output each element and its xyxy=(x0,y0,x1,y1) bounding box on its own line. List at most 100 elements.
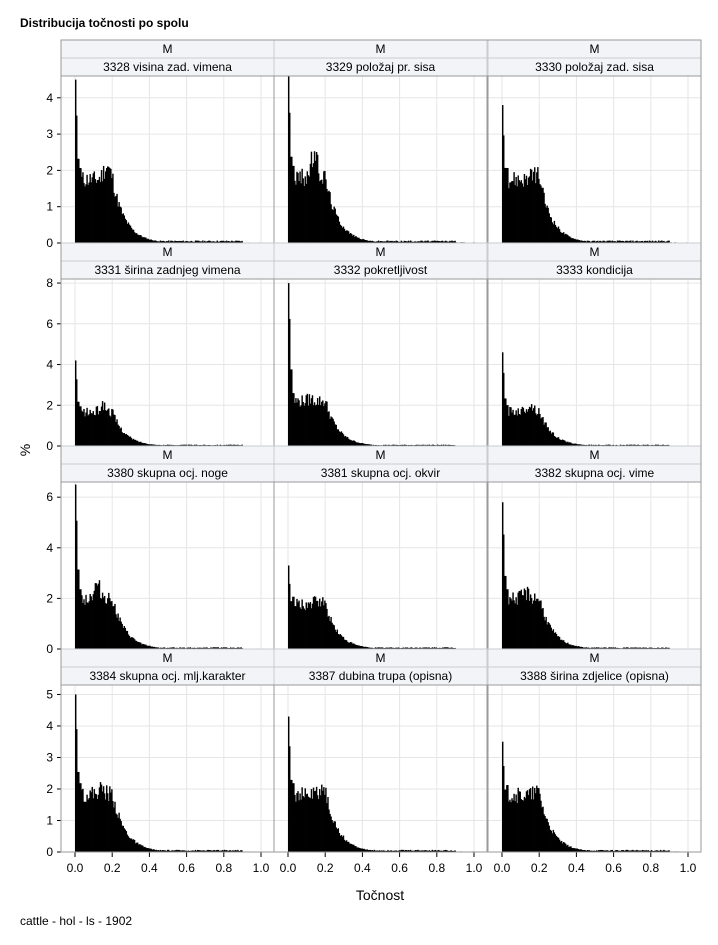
histogram-bar xyxy=(361,442,363,446)
histogram-bar xyxy=(130,838,133,852)
histogram-bar xyxy=(301,787,303,852)
histogram-bar xyxy=(424,850,426,852)
histogram-bar xyxy=(300,609,302,649)
histogram-bar xyxy=(288,76,290,243)
histogram-bar xyxy=(651,647,654,649)
histogram-bar xyxy=(453,241,455,243)
histogram-bar xyxy=(350,843,352,852)
histogram-bar xyxy=(310,608,313,649)
histogram-bar xyxy=(387,647,389,649)
histogram-bar xyxy=(376,647,379,649)
histogram-bar xyxy=(619,444,622,446)
histogram-bar xyxy=(353,643,355,649)
histogram-bar xyxy=(143,443,145,446)
histogram-bar xyxy=(316,154,319,243)
histogram-bar xyxy=(99,782,102,852)
histogram-bar xyxy=(665,647,667,649)
histogram-bar xyxy=(206,850,208,852)
histogram-bar xyxy=(514,414,516,446)
histogram-bar xyxy=(238,240,240,243)
histogram-bar xyxy=(203,241,205,243)
panel-sex-label: M xyxy=(590,651,600,665)
histogram-bar xyxy=(176,849,178,852)
histogram-bar xyxy=(210,850,212,852)
histogram-bar xyxy=(365,444,367,446)
histogram-bar xyxy=(416,850,418,852)
histogram-bar xyxy=(224,647,227,649)
histogram-bar xyxy=(381,850,383,852)
histogram-bar xyxy=(357,442,359,446)
histogram-bar xyxy=(98,580,101,649)
histogram-bar xyxy=(317,404,320,446)
histogram-bar xyxy=(92,798,94,852)
histogram-bar xyxy=(100,784,103,852)
histogram-bar xyxy=(514,185,516,243)
histogram-bar xyxy=(233,647,235,649)
histogram-bar xyxy=(155,240,158,243)
histogram-bar xyxy=(194,849,197,852)
histogram-bar xyxy=(309,163,312,243)
histogram-bar xyxy=(179,647,181,649)
histogram-bar xyxy=(77,158,79,243)
histogram-bar xyxy=(517,787,519,852)
histogram-bar xyxy=(155,647,158,649)
histogram-bar xyxy=(310,151,313,243)
histogram-bar xyxy=(587,240,590,243)
histogram-bar xyxy=(567,642,569,649)
histogram-bar xyxy=(428,444,430,446)
histogram-bar xyxy=(393,240,395,243)
histogram-bar xyxy=(524,413,527,446)
histogram-bar xyxy=(373,241,376,243)
histogram-bar xyxy=(306,793,309,852)
histogram-bar xyxy=(508,188,510,243)
histogram-bar xyxy=(314,405,317,446)
histogram-bar xyxy=(114,603,116,649)
histogram-bar xyxy=(611,849,613,852)
histogram-bar xyxy=(547,822,549,852)
histogram-bar xyxy=(502,741,504,852)
histogram-bar xyxy=(654,240,657,243)
histogram-bar xyxy=(451,240,453,243)
histogram-bar xyxy=(290,156,292,243)
histogram-bar xyxy=(122,213,124,243)
histogram-bar xyxy=(561,232,564,243)
histogram-bar xyxy=(128,635,131,649)
histogram-bar xyxy=(593,647,596,649)
histogram-bar xyxy=(611,647,613,649)
histogram-bar xyxy=(549,829,551,852)
histogram-bar xyxy=(162,444,165,446)
histogram-bar xyxy=(565,843,567,852)
histogram-bar xyxy=(609,444,611,446)
histogram-bar xyxy=(631,241,633,243)
histogram-bar xyxy=(157,850,160,852)
histogram-bar xyxy=(319,598,321,649)
histogram-bar xyxy=(336,829,338,852)
panel-sex-label: M xyxy=(376,245,386,259)
histogram-bar xyxy=(128,837,131,852)
histogram-bar xyxy=(651,444,654,446)
histogram-bar xyxy=(575,239,577,243)
histogram-bar xyxy=(153,646,155,649)
histogram-bar xyxy=(166,849,169,852)
histogram-bar xyxy=(521,595,524,649)
histogram-bar xyxy=(531,603,534,649)
histogram-bar xyxy=(110,168,112,243)
histogram-bar xyxy=(356,442,358,446)
histogram-bar xyxy=(190,240,193,243)
histogram-bar xyxy=(220,850,223,852)
histogram-bar xyxy=(222,240,225,243)
histogram-bar xyxy=(335,827,337,852)
histogram-bar xyxy=(183,647,185,649)
histogram-bar xyxy=(658,850,660,852)
histogram-bar xyxy=(319,396,321,446)
histogram-bar xyxy=(372,444,375,446)
histogram-bar xyxy=(157,647,160,649)
histogram-bar xyxy=(178,849,180,852)
histogram-bar xyxy=(614,850,617,852)
histogram-bar xyxy=(392,647,394,649)
histogram-bar xyxy=(209,850,211,852)
histogram-bar xyxy=(582,241,585,243)
histogram-bar xyxy=(422,241,424,243)
histogram-bar xyxy=(323,406,325,446)
histogram-bar xyxy=(86,794,88,852)
